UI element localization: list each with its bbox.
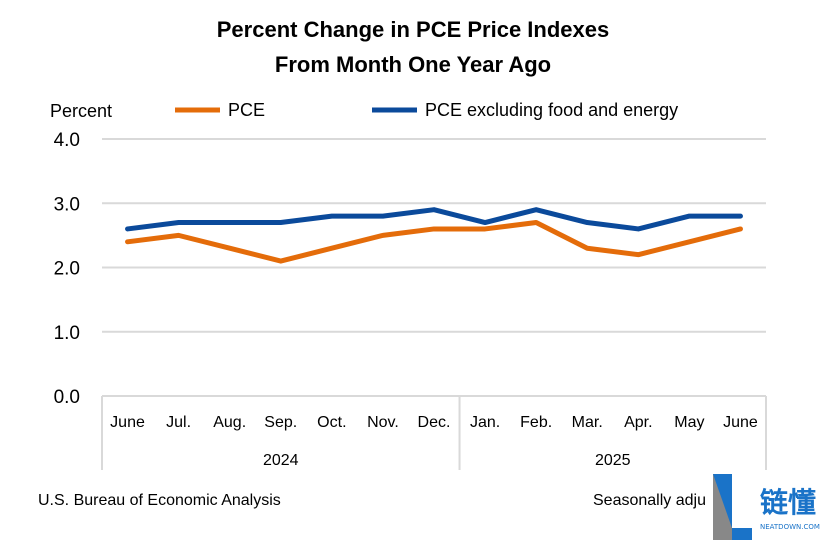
x-tick-label: Dec. [418, 414, 451, 431]
x-tick-label: May [674, 414, 704, 431]
x-tick-label: June [723, 414, 758, 431]
x-tick-label: Sep. [264, 414, 297, 431]
year-label: 2025 [595, 452, 631, 469]
legend-label: PCE excluding food and energy [425, 100, 678, 120]
series-line-core-pce [128, 210, 741, 229]
y-tick-label: 4.0 [54, 130, 80, 151]
watermark-logo: 链懂 NEATDOWN.COM [710, 472, 826, 542]
svg-text:NEATDOWN.COM: NEATDOWN.COM [760, 523, 820, 531]
legend-label: PCE [228, 100, 265, 120]
x-tick-label: Mar. [572, 414, 603, 431]
x-tick-label: Nov. [367, 414, 399, 431]
y-tick-label: 3.0 [54, 194, 80, 215]
x-tick-label: Jan. [470, 414, 500, 431]
x-tick-label: June [110, 414, 145, 431]
x-tick-label: Aug. [213, 414, 246, 431]
source-note: U.S. Bureau of Economic Analysis [38, 492, 281, 510]
x-tick-label: Oct. [317, 414, 346, 431]
year-label: 2024 [263, 452, 299, 469]
y-tick-label: 1.0 [54, 323, 80, 344]
x-tick-label: Feb. [520, 414, 552, 431]
adjustment-note: Seasonally adju [593, 492, 706, 510]
y-tick-label: 0.0 [54, 387, 80, 408]
x-tick-label: Apr. [624, 414, 652, 431]
y-tick-label: 2.0 [54, 259, 80, 280]
x-tick-label: Jul. [166, 414, 191, 431]
svg-text:链懂: 链懂 [760, 486, 816, 519]
y-axis-label: Percent [50, 101, 112, 121]
